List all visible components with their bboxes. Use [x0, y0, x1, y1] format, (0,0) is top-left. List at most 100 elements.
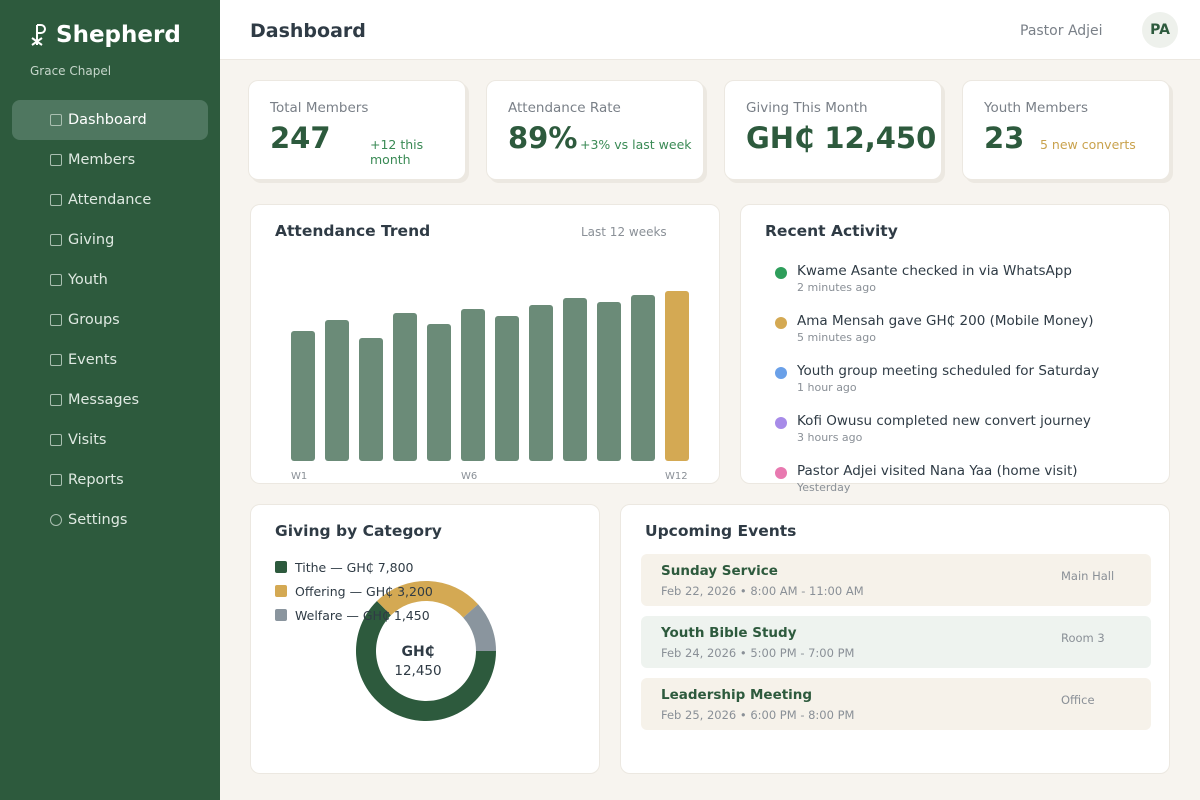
nav-label: Dashboard	[68, 112, 147, 128]
activity-title: Kwame Asante checked in via WhatsApp	[797, 263, 1072, 279]
bar	[291, 331, 315, 461]
activity-item: Kwame Asante checked in via WhatsApp 2 mi…	[775, 263, 1072, 294]
brand-icon	[31, 24, 46, 46]
bar	[393, 313, 417, 461]
activity-time: 5 minutes ago	[797, 331, 876, 344]
stat-label: Youth Members	[984, 100, 1088, 116]
event-name: Sunday Service	[661, 563, 778, 579]
nav-label: Reports	[68, 472, 124, 488]
stat-note: 5 new converts	[1040, 137, 1136, 152]
activity-item: Youth group meeting scheduled for Saturd…	[775, 363, 1099, 394]
activity-dot	[775, 467, 787, 479]
stat-label: Total Members	[270, 100, 369, 116]
nav-item[interactable]: Reports	[12, 460, 208, 500]
legend-label: Welfare — GH₵ 1,450	[295, 608, 430, 623]
events-card: Upcoming Events Sunday Service Feb 22, 20…	[620, 504, 1170, 774]
bar	[529, 305, 553, 461]
nav-item[interactable]: Dashboard	[12, 100, 208, 140]
activity-dot	[775, 367, 787, 379]
brand-name: Shepherd	[56, 22, 181, 48]
stat-value: GH₵ 12,450	[746, 121, 937, 155]
activity-text: Ama Mensah gave GH₵ 200 (Mobile Money) 5 …	[797, 313, 1093, 344]
nav-item[interactable]: Visits	[12, 420, 208, 460]
nav-icon	[50, 274, 62, 286]
bar	[359, 338, 383, 461]
nav-item[interactable]: Messages	[12, 380, 208, 420]
stat-note: +12 this month	[370, 137, 424, 167]
nav-icon	[50, 434, 62, 446]
nav-label: Members	[68, 152, 136, 168]
stat-card: Youth Members 23 5 new converts	[962, 80, 1170, 180]
event-item[interactable]: Youth Bible Study Feb 24, 2026 • 5:00 PM …	[641, 616, 1151, 668]
nav-label: Youth	[68, 272, 108, 288]
nav-icon	[50, 114, 62, 126]
stat-note: +3% vs last week	[580, 137, 692, 152]
activity-item: Ama Mensah gave GH₵ 200 (Mobile Money) 5 …	[775, 313, 1093, 344]
bar	[461, 309, 485, 461]
event-name: Youth Bible Study	[661, 625, 797, 641]
nav-item[interactable]: Members	[12, 140, 208, 180]
donut-chart: GH₵ 12,450 Tithe — GH₵ 7,800 Offering — GH₵…	[275, 560, 496, 721]
panel-title: Upcoming Events	[645, 522, 797, 540]
user-name: Pastor Adjei	[1020, 23, 1103, 39]
legend-label: Offering — GH₵ 3,200	[295, 584, 433, 599]
nav-label: Events	[68, 352, 118, 368]
nav-item[interactable]: Youth	[12, 260, 208, 300]
panel-title: Giving by Category	[275, 522, 442, 540]
donut-segment	[463, 604, 496, 651]
stat-card: Attendance Rate 89% +3% vs last week	[486, 80, 704, 180]
event-place: Main Hall	[1061, 569, 1115, 583]
nav-item[interactable]: Attendance	[12, 180, 208, 220]
nav-icon	[50, 514, 62, 526]
bar	[597, 302, 621, 461]
activity-title: Kofi Owusu completed new convert journey	[797, 413, 1091, 429]
page-title: Dashboard	[250, 20, 366, 42]
activity-text: Pastor Adjei visited Nana Yaa (home visi…	[797, 463, 1078, 494]
activity-title: Pastor Adjei visited Nana Yaa (home visi…	[797, 463, 1078, 479]
panel-title: Recent Activity	[765, 222, 898, 240]
activity-dot	[775, 317, 787, 329]
event-place: Room 3	[1061, 631, 1105, 645]
stat-card: Total Members 247 +12 this month	[248, 80, 466, 180]
bar	[631, 295, 655, 461]
church-name: Grace Chapel	[30, 64, 112, 78]
nav-item[interactable]: Events	[12, 340, 208, 380]
sidebar: Shepherd Grace Chapel Dashboard Members At…	[0, 0, 220, 800]
activity-dot	[775, 417, 787, 429]
event-item[interactable]: Leadership Meeting Feb 25, 2026 • 6:00 PM…	[641, 678, 1151, 730]
stat-card: Giving This Month GH₵ 12,450	[724, 80, 942, 180]
event-time: Feb 22, 2026 • 8:00 AM - 11:00 AM	[661, 584, 864, 598]
activity-dot	[775, 267, 787, 279]
event-item[interactable]: Sunday Service Feb 22, 2026 • 8:00 AM - 1…	[641, 554, 1151, 606]
event-name: Leadership Meeting	[661, 687, 813, 703]
nav-item[interactable]: Giving	[12, 220, 208, 260]
panel-title: Attendance Trend	[275, 222, 431, 240]
activity-time: 1 hour ago	[797, 381, 857, 394]
bar	[495, 316, 519, 461]
stat-value: 247	[270, 121, 331, 155]
legend-label: Tithe — GH₵ 7,800	[294, 560, 414, 575]
nav-item[interactable]: Groups	[12, 300, 208, 340]
donut-segment	[356, 601, 496, 721]
stat-value: 23	[984, 121, 1025, 155]
nav-label: Attendance	[68, 192, 152, 208]
x-tick-label: W1	[291, 471, 307, 482]
nav-label: Messages	[68, 392, 140, 408]
brand[interactable]: Shepherd	[30, 22, 181, 48]
panel-subtitle: Last 12 weeks	[581, 225, 667, 239]
bar	[427, 324, 451, 461]
avatar[interactable]: PA	[1142, 12, 1178, 48]
bar	[665, 291, 689, 461]
center-value: 12,450	[394, 663, 441, 679]
x-tick-label: W12	[665, 471, 688, 482]
nav: Dashboard Members Attendance Giving Youth Gro…	[12, 100, 208, 540]
legend-swatch	[275, 561, 287, 573]
stat-label: Attendance Rate	[508, 100, 621, 116]
activity-text: Kwame Asante checked in via WhatsApp 2 mi…	[797, 263, 1072, 294]
activity-item: Kofi Owusu completed new convert journey…	[775, 413, 1091, 444]
giving-card: Giving by Category GH₵ 12,450 Tithe — GH₵ …	[250, 504, 600, 774]
nav-icon	[50, 154, 62, 166]
nav-icon	[50, 474, 62, 486]
nav-item[interactable]: Settings	[12, 500, 208, 540]
